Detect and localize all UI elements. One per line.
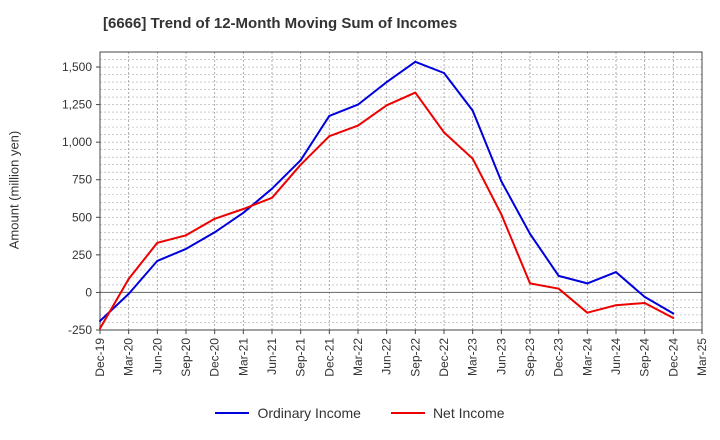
- data-point-net-income: [529, 282, 531, 285]
- plot-frame: [99, 51, 703, 331]
- data-point-net-income: [471, 157, 474, 160]
- data-point-net-income: [414, 91, 417, 94]
- x-tick-label: Dec-24: [666, 338, 680, 377]
- data-point-ordinary-income: [557, 274, 560, 277]
- y-tick-label: 0: [85, 285, 92, 299]
- data-point-net-income: [500, 213, 503, 216]
- data-point-ordinary-income: [299, 159, 302, 162]
- x-tick-label: Mar-24: [580, 338, 594, 376]
- legend-item-ordinary-income: Ordinary Income: [215, 405, 361, 421]
- x-tick-label: Mar-21: [236, 338, 250, 376]
- legend-swatch-net-income: [390, 412, 425, 414]
- y-tick-label: -250: [68, 323, 92, 337]
- x-tick-label: Jun-24: [609, 338, 623, 375]
- data-point-net-income: [156, 241, 159, 244]
- data-point-net-income: [185, 234, 187, 237]
- plot-area: [100, 52, 702, 330]
- x-tick-label: Mar-22: [351, 338, 365, 376]
- data-point-ordinary-income: [471, 109, 474, 112]
- data-point-ordinary-income: [385, 81, 388, 84]
- y-tick-label: 250: [72, 248, 92, 262]
- x-tick-label: Jun-20: [150, 338, 164, 375]
- data-point-ordinary-income: [185, 247, 187, 250]
- legend: Ordinary Income Net Income: [0, 405, 720, 421]
- x-tick-label: Dec-22: [437, 338, 451, 377]
- data-point-net-income: [586, 311, 589, 314]
- y-tick-label: 500: [72, 210, 92, 224]
- chart-title: [6666] Trend of 12-Month Moving Sum of I…: [103, 15, 458, 32]
- data-point-ordinary-income: [271, 187, 273, 190]
- data-point-ordinary-income: [414, 60, 417, 63]
- data-point-ordinary-income: [357, 103, 359, 106]
- x-tick-label: Dec-20: [208, 338, 222, 377]
- data-point-net-income: [557, 287, 560, 290]
- data-point-ordinary-income: [127, 292, 130, 295]
- x-tick-label: Mar-25: [695, 338, 709, 376]
- data-point-ordinary-income: [213, 231, 216, 234]
- data-point-ordinary-income: [643, 295, 646, 298]
- legend-swatch-ordinary-income: [215, 412, 250, 414]
- data-point-net-income: [242, 208, 245, 211]
- x-tick-label: Sep-23: [523, 338, 537, 377]
- x-tick-label: Sep-22: [408, 338, 422, 377]
- data-point-net-income: [299, 163, 302, 166]
- x-tick-label: Jun-23: [494, 338, 508, 375]
- data-point-net-income: [328, 135, 331, 138]
- data-point-ordinary-income: [242, 211, 245, 214]
- data-point-ordinary-income: [328, 114, 331, 117]
- data-point-ordinary-income: [615, 271, 617, 274]
- x-tick-label: Sep-20: [179, 338, 193, 377]
- data-point-ordinary-income: [672, 312, 675, 315]
- x-tick-label: Jun-22: [380, 338, 394, 375]
- data-point-ordinary-income: [500, 180, 503, 183]
- x-tick-label: Sep-24: [638, 338, 652, 377]
- legend-item-net-income: Net Income: [390, 405, 505, 421]
- data-point-net-income: [357, 124, 359, 127]
- y-tick-label: 1,250: [62, 98, 92, 112]
- data-point-ordinary-income: [156, 259, 159, 262]
- data-point-net-income: [643, 301, 646, 304]
- data-point-ordinary-income: [99, 319, 101, 322]
- x-tick-label: Sep-21: [294, 338, 308, 377]
- data-point-net-income: [443, 131, 445, 134]
- data-point-ordinary-income: [586, 282, 589, 285]
- y-tick-label: 1,000: [62, 135, 92, 149]
- y-tick-label: 1,500: [62, 60, 92, 74]
- x-tick-label: Mar-23: [466, 338, 480, 376]
- x-tick-label: Mar-20: [122, 338, 136, 376]
- data-point-net-income: [271, 196, 273, 199]
- x-tick-label: Dec-21: [322, 338, 336, 377]
- data-point-net-income: [99, 327, 101, 330]
- data-point-net-income: [672, 316, 675, 319]
- data-point-net-income: [213, 217, 216, 220]
- legend-label-net-income: Net Income: [432, 405, 505, 421]
- x-tick-label: Dec-19: [93, 338, 107, 377]
- data-point-ordinary-income: [529, 232, 531, 235]
- legend-label-ordinary-income: Ordinary Income: [257, 405, 361, 421]
- x-tick-label: Dec-23: [552, 338, 566, 377]
- x-tick-label: Jun-21: [265, 338, 279, 375]
- y-tick-label: 750: [72, 173, 92, 187]
- data-point-ordinary-income: [443, 72, 445, 75]
- data-point-net-income: [127, 277, 130, 280]
- data-point-net-income: [385, 104, 388, 107]
- data-point-net-income: [615, 304, 617, 307]
